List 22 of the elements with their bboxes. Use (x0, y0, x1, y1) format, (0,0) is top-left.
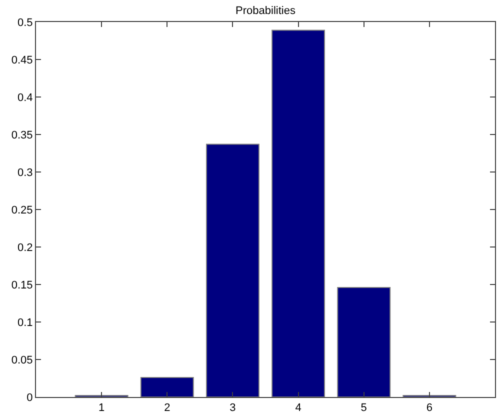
x-tick-label: 4 (295, 402, 302, 414)
y-tick-label: 0.5 (18, 16, 33, 29)
x-tick-label: 3 (230, 402, 236, 414)
y-tick-label: 0.1 (18, 316, 33, 329)
bar (272, 30, 326, 397)
x-tick-label: 5 (360, 402, 367, 414)
bar (337, 287, 391, 397)
y-tick-label: 0.2 (18, 242, 33, 254)
y-tick-label: 0.05 (11, 354, 33, 366)
bar (140, 377, 194, 397)
y-tick-label: 0.45 (11, 54, 33, 66)
chart-title: Probabilities (236, 4, 296, 17)
y-tick-label: 0.35 (11, 129, 33, 142)
x-tick-label: 6 (426, 402, 432, 414)
x-tick-label: 1 (98, 402, 105, 414)
x-tick-label: 2 (164, 402, 170, 414)
y-tick-label: 0.15 (11, 279, 33, 292)
bar (206, 144, 260, 397)
y-tick-label: 0.3 (18, 166, 33, 179)
y-tick-label: 0 (26, 392, 33, 404)
y-tick-label: 0.25 (11, 204, 33, 216)
y-tick-label: 0.4 (18, 92, 33, 104)
